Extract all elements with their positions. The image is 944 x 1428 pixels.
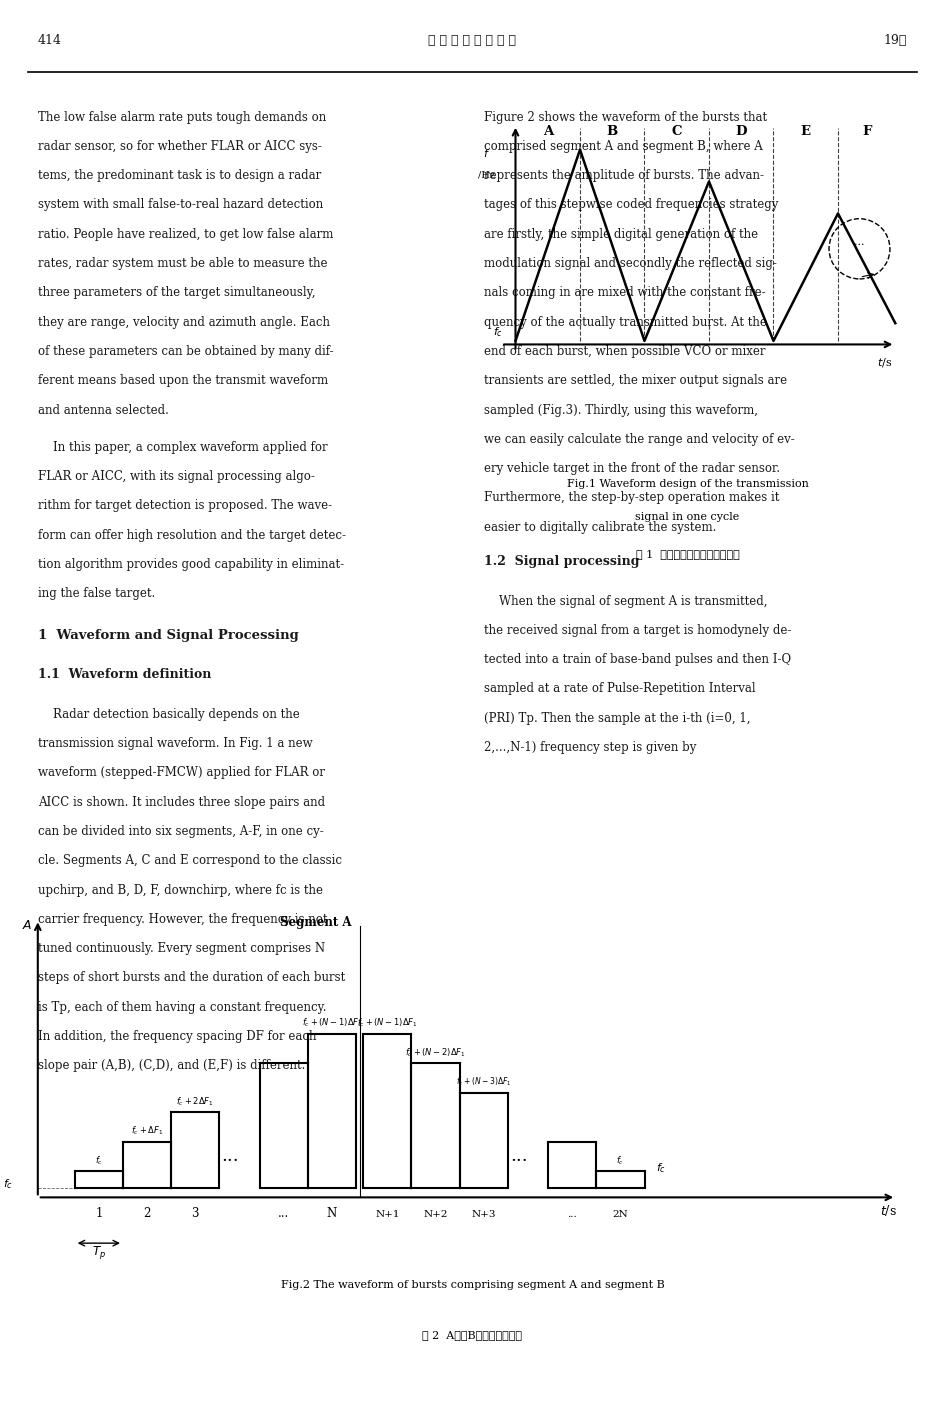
Text: D: D xyxy=(734,126,746,139)
Text: Fig.1 Waveform design of the transmission: Fig.1 Waveform design of the transmissio… xyxy=(566,480,807,490)
Text: AICC is shown. It includes three slope pairs and: AICC is shown. It includes three slope p… xyxy=(38,795,325,808)
Text: ...: ... xyxy=(510,1148,527,1165)
Text: sampled (Fig.3). Thirdly, using this waveform,: sampled (Fig.3). Thirdly, using this wav… xyxy=(484,404,758,417)
Text: are firstly, the simple digital generation of the: are firstly, the simple digital generati… xyxy=(484,227,758,241)
Text: Figure 2 shows the waveform of the bursts that: Figure 2 shows the waveform of the burst… xyxy=(484,110,767,124)
Text: (PRI) Tp. Then the sample at the i-th (i=0, 1,: (PRI) Tp. Then the sample at the i-th (i… xyxy=(484,711,750,725)
Text: $f_c+(N-3)\Delta F_1$: $f_c+(N-3)\Delta F_1$ xyxy=(455,1075,511,1088)
Text: waveform (stepped-FMCW) applied for FLAR or: waveform (stepped-FMCW) applied for FLAR… xyxy=(38,767,325,780)
Text: can be divided into six segments, A-F, in one cy-: can be divided into six segments, A-F, i… xyxy=(38,825,324,838)
Text: tems, the predominant task is to design a radar: tems, the predominant task is to design … xyxy=(38,169,321,183)
Text: slope pair (A,B), (C,D), and (E,F) is different.: slope pair (A,B), (C,D), and (E,F) is di… xyxy=(38,1060,305,1072)
Text: carrier frequency. However, the frequency is not: carrier frequency. However, the frequenc… xyxy=(38,912,328,925)
Text: the received signal from a target is homodynely de-: the received signal from a target is hom… xyxy=(484,624,791,637)
Text: system with small false-to-real hazard detection: system with small false-to-real hazard d… xyxy=(38,198,323,211)
Text: N: N xyxy=(327,1207,337,1220)
Text: Segment A: Segment A xyxy=(279,915,350,930)
Text: 图 1  发射波形一个周期的示意图: 图 1 发射波形一个周期的示意图 xyxy=(635,548,738,558)
Text: N+2: N+2 xyxy=(423,1210,447,1220)
Text: 2,...,N-1) frequency step is given by: 2,...,N-1) frequency step is given by xyxy=(484,741,696,754)
Text: tuned continuously. Every segment comprises N: tuned continuously. Every segment compri… xyxy=(38,942,325,955)
Text: $f_c$: $f_c$ xyxy=(615,1154,624,1167)
Text: F: F xyxy=(861,126,870,139)
Text: of these parameters can be obtained by many dif-: of these parameters can be obtained by m… xyxy=(38,346,333,358)
Text: 1.2  Signal processing: 1.2 Signal processing xyxy=(484,555,639,568)
Text: end of each burst, when possible VCO or mixer: end of each burst, when possible VCO or … xyxy=(484,346,766,358)
Text: $f_c$: $f_c$ xyxy=(492,326,502,340)
Text: 3: 3 xyxy=(191,1207,198,1220)
Text: signal in one cycle: signal in one cycle xyxy=(634,513,739,523)
Text: nals coming in are mixed with the constant fre-: nals coming in are mixed with the consta… xyxy=(484,287,766,300)
Text: $f$: $f$ xyxy=(482,147,490,159)
Text: transients are settled, the mixer output signals are: transients are settled, the mixer output… xyxy=(484,374,786,387)
Text: $t$/s: $t$/s xyxy=(876,356,891,370)
Text: N+3: N+3 xyxy=(471,1210,496,1220)
Text: transmission signal waveform. In Fig. 1 a new: transmission signal waveform. In Fig. 1 … xyxy=(38,737,312,750)
Text: $f_c+2\Delta F_1$: $f_c+2\Delta F_1$ xyxy=(176,1095,213,1108)
Text: C: C xyxy=(671,126,682,139)
Text: tected into a train of base-band pulses and then I-Q: tected into a train of base-band pulses … xyxy=(484,653,791,667)
Text: three parameters of the target simultaneously,: three parameters of the target simultane… xyxy=(38,287,315,300)
Text: and antenna selected.: and antenna selected. xyxy=(38,404,169,417)
Text: 1: 1 xyxy=(95,1207,102,1220)
Text: ing the false target.: ing the false target. xyxy=(38,587,155,600)
Text: 19卷: 19卷 xyxy=(883,34,906,47)
Text: form can offer high resolution and the target detec-: form can offer high resolution and the t… xyxy=(38,528,346,541)
Text: ery vehicle target in the front of the radar sensor.: ery vehicle target in the front of the r… xyxy=(484,463,780,476)
Text: represents the amplitude of bursts. The advan-: represents the amplitude of bursts. The … xyxy=(484,169,764,183)
Text: quency of the actually transmitted burst. At the: quency of the actually transmitted burst… xyxy=(484,316,767,328)
Text: steps of short bursts and the duration of each burst: steps of short bursts and the duration o… xyxy=(38,971,345,984)
Text: 红 外 与 毫 米 波 学 报: 红 外 与 毫 米 波 学 报 xyxy=(428,34,516,47)
Text: $f_c+\Delta F_1$: $f_c+\Delta F_1$ xyxy=(130,1125,163,1137)
Text: ratio. People have realized, to get low false alarm: ratio. People have realized, to get low … xyxy=(38,227,333,241)
Text: /Hz: /Hz xyxy=(478,171,495,180)
Text: A: A xyxy=(542,126,552,139)
Text: tion algorithm provides good capability in eliminat-: tion algorithm provides good capability … xyxy=(38,558,344,571)
Text: ...: ... xyxy=(278,1207,289,1220)
Text: ...: ... xyxy=(853,237,864,247)
Text: $f_c$: $f_c$ xyxy=(94,1154,103,1167)
Text: $T_p$: $T_p$ xyxy=(92,1244,106,1261)
Text: FLAR or AICC, with its signal processing algo-: FLAR or AICC, with its signal processing… xyxy=(38,470,314,483)
Text: we can easily calculate the range and velocity of ev-: we can easily calculate the range and ve… xyxy=(484,433,795,446)
Text: In addition, the frequency spacing DF for each: In addition, the frequency spacing DF fo… xyxy=(38,1030,316,1042)
Text: upchirp, and B, D, F, downchirp, where fc is the: upchirp, and B, D, F, downchirp, where f… xyxy=(38,884,323,897)
Text: 2N: 2N xyxy=(612,1210,628,1220)
Text: $A$: $A$ xyxy=(22,920,32,932)
Text: they are range, velocity and azimuth angle. Each: they are range, velocity and azimuth ang… xyxy=(38,316,329,328)
Text: $f_c+(N-1)\Delta F_1$: $f_c+(N-1)\Delta F_1$ xyxy=(357,1017,417,1030)
Text: Radar detection basically depends on the: Radar detection basically depends on the xyxy=(38,708,299,721)
Text: comprised segment A and segment B, where A: comprised segment A and segment B, where… xyxy=(484,140,763,153)
Text: B: B xyxy=(606,126,617,139)
Text: Furthermore, the step-by-step operation makes it: Furthermore, the step-by-step operation … xyxy=(484,491,779,504)
Text: 1.1  Waveform definition: 1.1 Waveform definition xyxy=(38,668,211,681)
Text: modulation signal and secondly the reflected sig-: modulation signal and secondly the refle… xyxy=(484,257,777,270)
Text: $f_c+(N-2)\Delta F_1$: $f_c+(N-2)\Delta F_1$ xyxy=(405,1047,465,1058)
Text: ...: ... xyxy=(221,1148,239,1165)
Text: 414: 414 xyxy=(38,34,61,47)
Text: Fig.2 The waveform of bursts comprising segment A and segment B: Fig.2 The waveform of bursts comprising … xyxy=(280,1279,664,1289)
Text: rates, radar system must be able to measure the: rates, radar system must be able to meas… xyxy=(38,257,328,270)
Text: radar sensor, so for whether FLAR or AICC sys-: radar sensor, so for whether FLAR or AIC… xyxy=(38,140,322,153)
Text: ferent means based upon the transmit waveform: ferent means based upon the transmit wav… xyxy=(38,374,328,387)
Text: 2: 2 xyxy=(143,1207,150,1220)
Text: cle. Segments A, C and E correspond to the classic: cle. Segments A, C and E correspond to t… xyxy=(38,854,342,867)
Text: is Tp, each of them having a constant frequency.: is Tp, each of them having a constant fr… xyxy=(38,1001,327,1014)
Text: $f_c$: $f_c$ xyxy=(3,1178,13,1191)
Text: easier to digitally calibrate the system.: easier to digitally calibrate the system… xyxy=(484,521,716,534)
Text: 1  Waveform and Signal Processing: 1 Waveform and Signal Processing xyxy=(38,628,298,641)
Text: $f_c$: $f_c$ xyxy=(655,1161,665,1175)
Text: $t$/s: $t$/s xyxy=(880,1204,896,1218)
Text: In this paper, a complex waveform applied for: In this paper, a complex waveform applie… xyxy=(38,441,328,454)
Text: $f_c+(N-1)\Delta F_1$: $f_c+(N-1)\Delta F_1$ xyxy=(301,1017,362,1030)
Text: rithm for target detection is proposed. The wave-: rithm for target detection is proposed. … xyxy=(38,500,331,513)
Text: E: E xyxy=(800,126,810,139)
Text: tages of this stepwise coded frequencies strategy: tages of this stepwise coded frequencies… xyxy=(484,198,778,211)
Text: 图 2  A段和B段脉冲串示意图: 图 2 A段和B段脉冲串示意图 xyxy=(422,1331,522,1341)
Text: When the signal of segment A is transmitted,: When the signal of segment A is transmit… xyxy=(484,594,767,607)
Text: sampled at a rate of Pulse-Repetition Interval: sampled at a rate of Pulse-Repetition In… xyxy=(484,683,755,695)
Text: The low false alarm rate puts tough demands on: The low false alarm rate puts tough dema… xyxy=(38,110,326,124)
Text: N+1: N+1 xyxy=(375,1210,399,1220)
Text: ...: ... xyxy=(567,1210,577,1220)
